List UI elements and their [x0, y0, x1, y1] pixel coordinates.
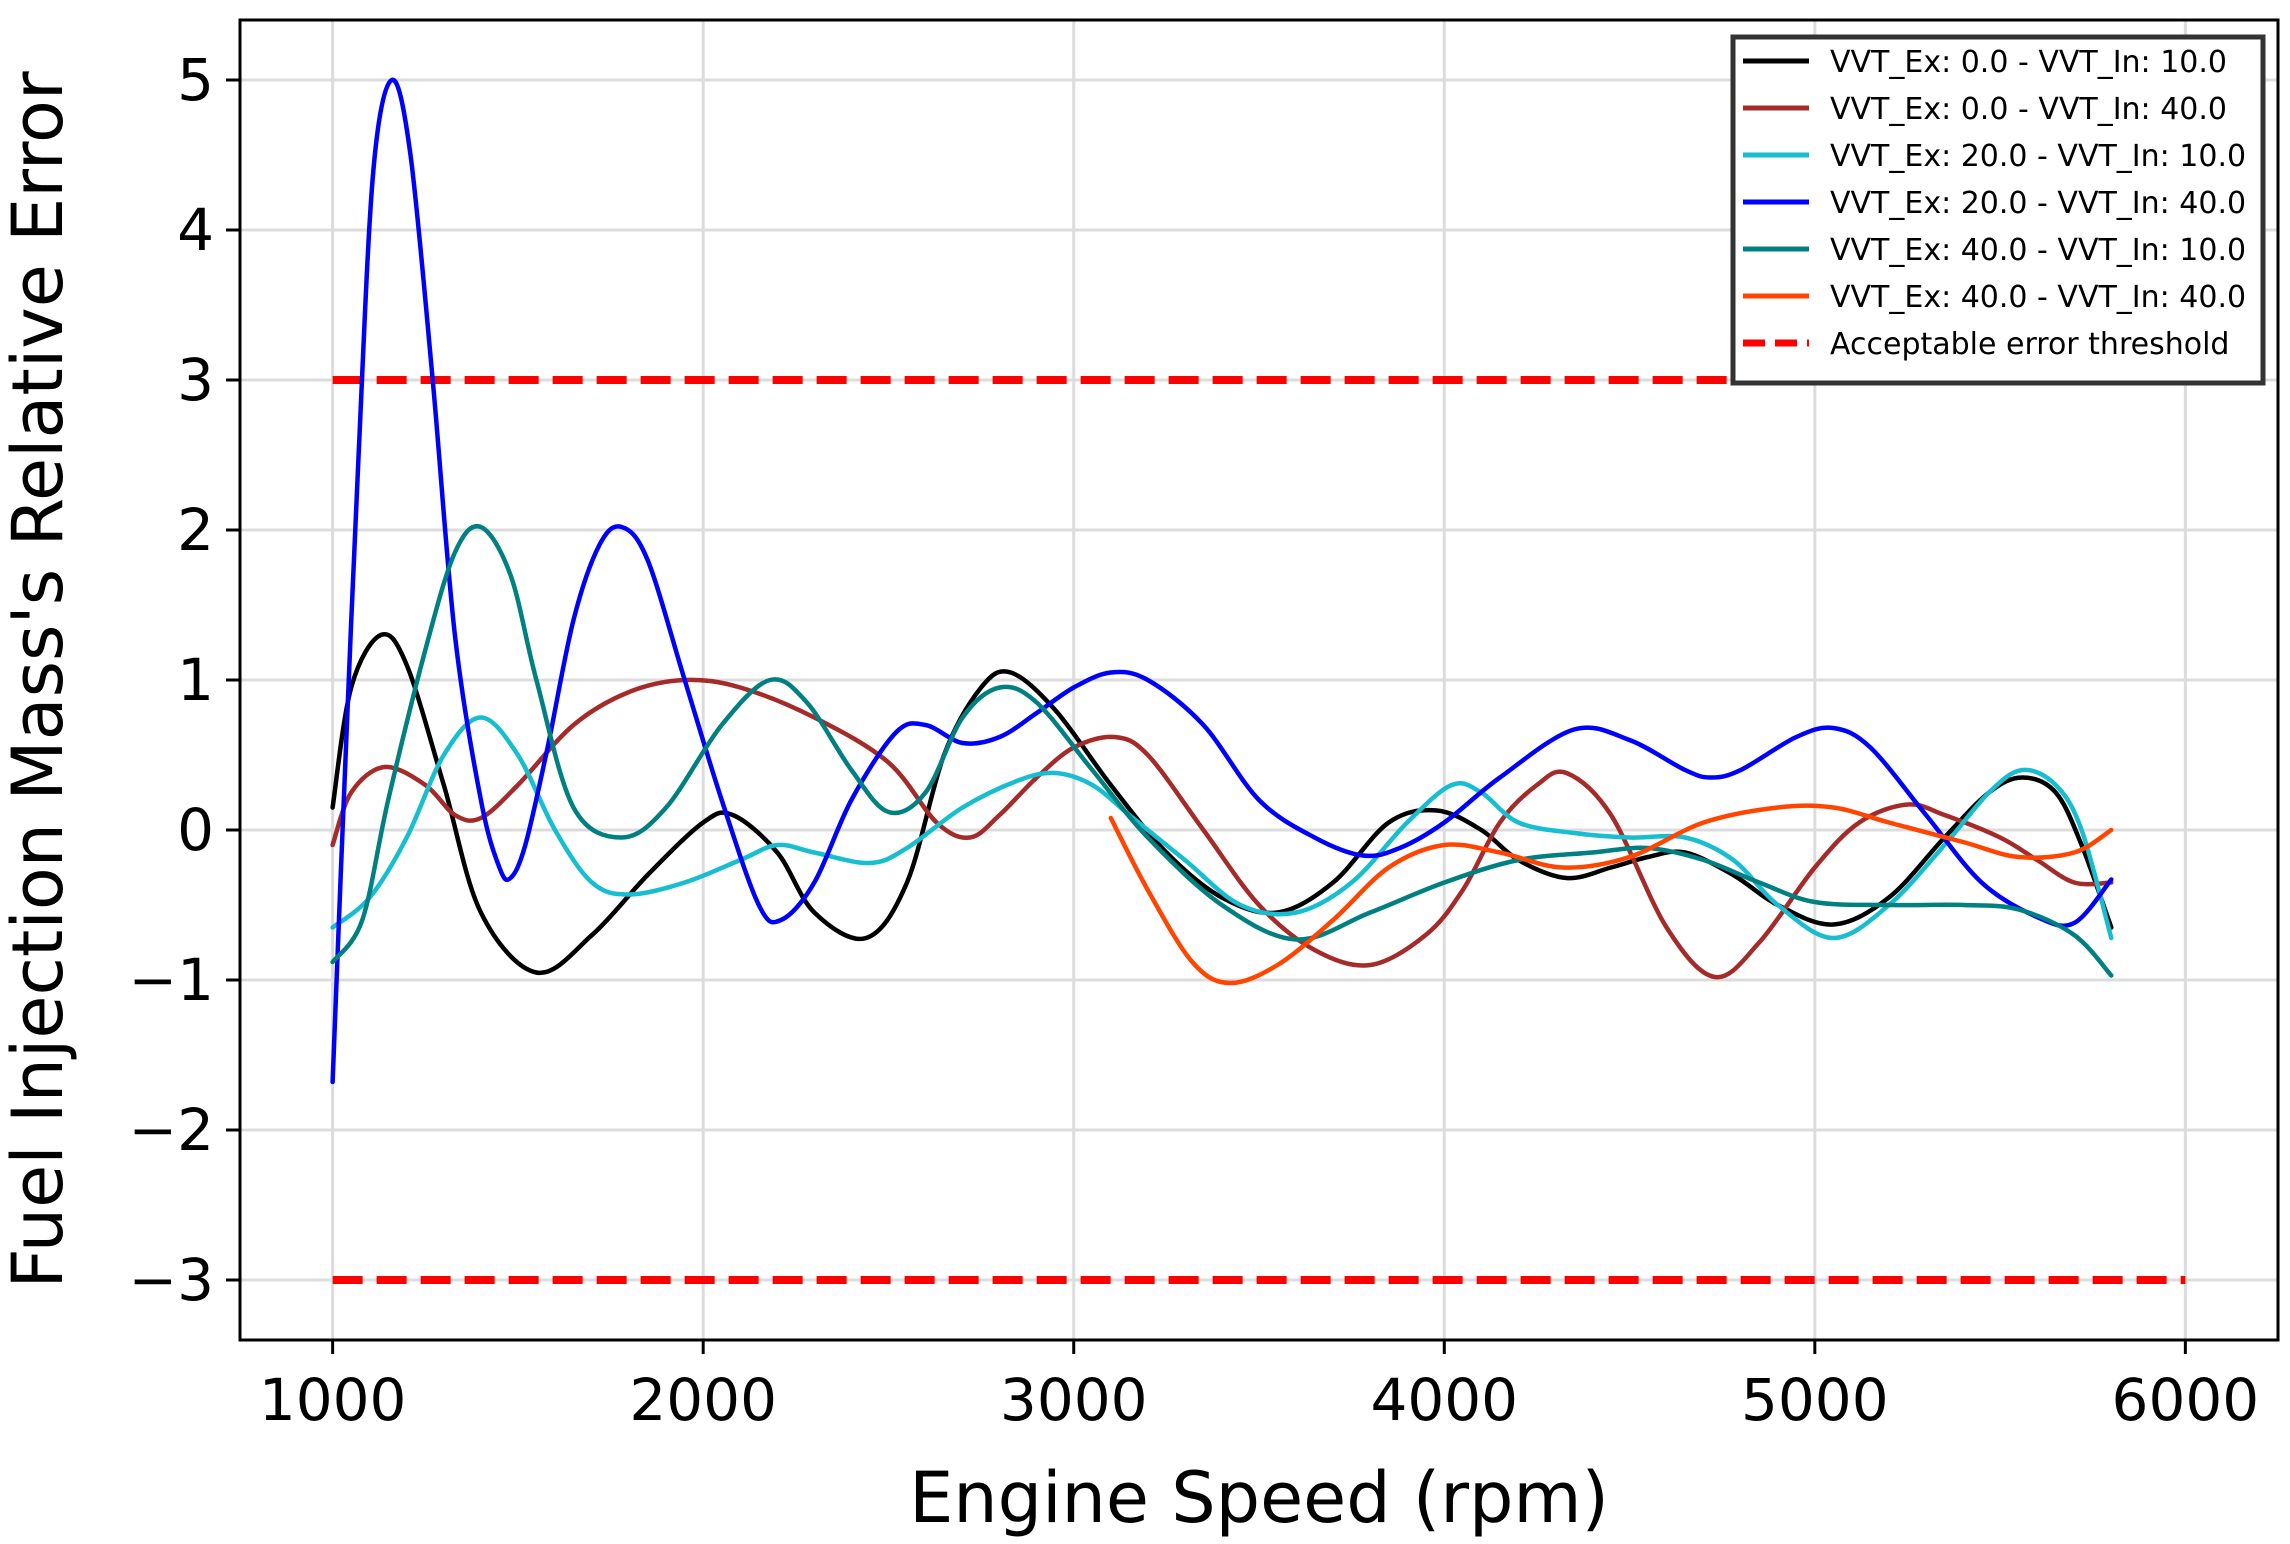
series-line-2: [330, 677, 2114, 980]
legend-label: VVT_Ex: 40.0 - VVT_In: 40.0: [1830, 280, 2246, 315]
y-axis-title: Fuel Injection Mass's Relative Error: [0, 71, 79, 1288]
series-line-4: [330, 77, 2114, 1085]
x-tick-label: 6000: [2112, 1366, 2260, 1434]
series-lines: [330, 77, 2114, 1085]
y-tick-label: 0: [177, 796, 214, 864]
legend-label: Acceptable error threshold: [1830, 327, 2229, 362]
y-tick-label: 3: [177, 346, 214, 414]
x-axis-ticks: 1000 2000 3000 4000 5000 6000: [259, 1340, 2259, 1434]
x-tick-label: 5000: [1741, 1366, 1889, 1434]
y-tick-label: −3: [129, 1246, 215, 1314]
x-tick-label: 1000: [259, 1366, 407, 1434]
y-tick-label: −1: [129, 946, 215, 1014]
y-tick-label: 5: [177, 46, 214, 114]
legend-label: VVT_Ex: 0.0 - VVT_In: 10.0: [1830, 45, 2227, 80]
y-tick-label: −2: [129, 1096, 215, 1164]
legend-label: VVT_Ex: 40.0 - VVT_In: 10.0: [1830, 233, 2246, 268]
x-tick-label: 4000: [1370, 1366, 1518, 1434]
y-tick-label: 1: [177, 646, 214, 714]
x-axis-title: Engine Speed (rpm): [909, 1457, 1609, 1539]
y-tick-label: 4: [177, 196, 214, 264]
series-line-1: [330, 631, 2114, 975]
legend-box: [1730, 34, 2266, 386]
x-tick-label: 3000: [1000, 1366, 1148, 1434]
series-line-6: [1108, 803, 2114, 986]
legend-label: VVT_Ex: 20.0 - VVT_In: 40.0: [1830, 186, 2246, 221]
legend-label: VVT_Ex: 0.0 - VVT_In: 40.0: [1830, 92, 2227, 127]
series-line-5: [330, 523, 2114, 978]
x-tick-label: 2000: [629, 1366, 777, 1434]
series-line-3: [330, 715, 2114, 941]
y-tick-label: 2: [177, 496, 214, 564]
legend: VVT_Ex: 0.0 - VVT_In: 10.0 VVT_Ex: 0.0 - …: [1730, 34, 2266, 386]
y-axis-ticks: −3 −2 −1 0 1 2 3 4 5: [129, 46, 240, 1314]
legend-label: VVT_Ex: 20.0 - VVT_In: 10.0: [1830, 139, 2246, 174]
